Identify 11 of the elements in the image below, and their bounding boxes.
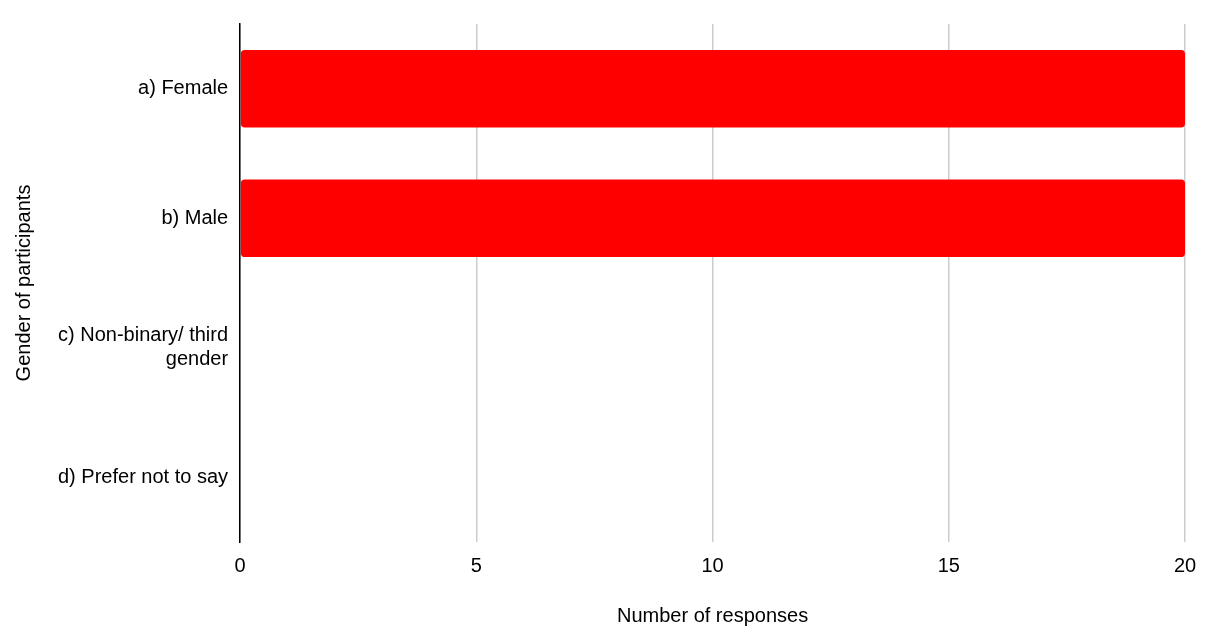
y-axis-title: Gender of participants <box>11 184 34 382</box>
y-tick-label: d) Prefer not to say <box>58 464 229 487</box>
x-tick-label: 5 <box>470 553 482 576</box>
x-tick-label: 15 <box>937 553 960 576</box>
x-axis-title: Number of responses <box>616 603 809 626</box>
y-tick-label: a) Female <box>138 76 229 99</box>
x-tick-label: 0 <box>234 553 246 576</box>
x-tick-label: 10 <box>701 553 724 576</box>
x-tick-label: 20 <box>1173 553 1197 576</box>
y-tick-label: c) Non-binary/ third gender <box>58 323 229 370</box>
y-tick-label: b) Male <box>161 205 229 228</box>
